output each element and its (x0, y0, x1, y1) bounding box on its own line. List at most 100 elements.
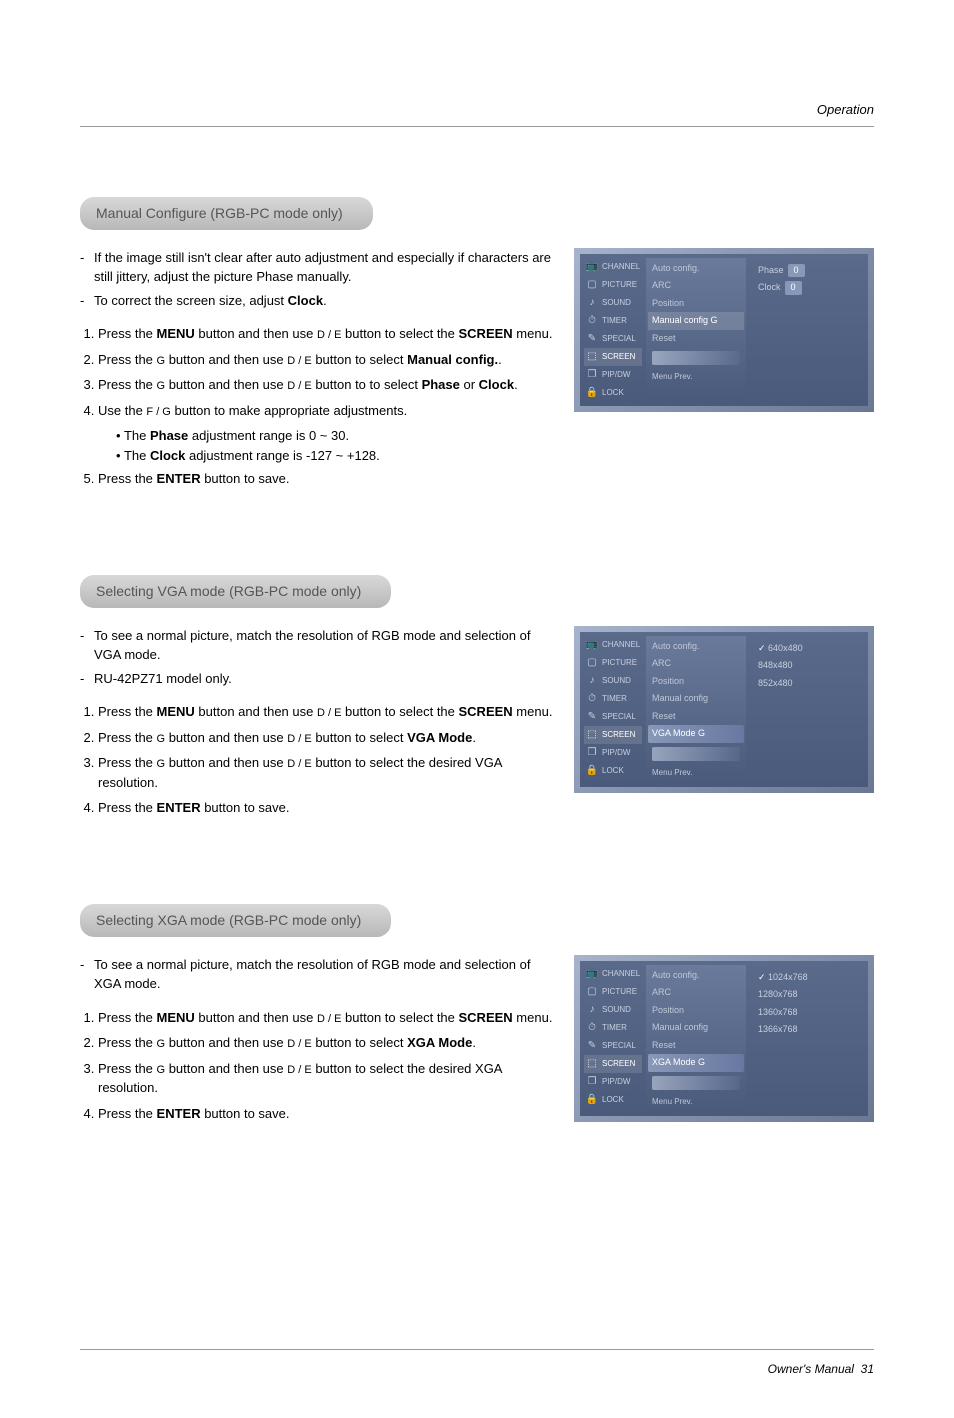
list-item: Press the G button and then use D / E bu… (98, 1033, 556, 1053)
menu-icon: ⬚ (586, 351, 598, 363)
list-item: Press the ENTER button to save. (98, 798, 556, 818)
osd-sidebar-item: ⏱ TIMER (584, 1019, 642, 1037)
osd-option: ARC (648, 984, 744, 1002)
osd-mid: Auto config.ARCPositionManual configRese… (646, 636, 746, 783)
menu-label: PIP/DW (602, 369, 630, 381)
osd-option: XGA Mode G (648, 1054, 744, 1072)
vga-bullets: To see a normal picture, match the resol… (80, 626, 556, 689)
osd-option: Reset (648, 330, 744, 348)
menu-label: TIMER (602, 1022, 627, 1034)
list-item: To see a normal picture, match the resol… (80, 955, 556, 994)
footer-text: Owner's Manual (768, 1362, 854, 1376)
osd-value: Phase0 (754, 262, 860, 280)
menu-icon: ⏱ (586, 1022, 598, 1034)
list-item: Press the MENU button and then use D / E… (98, 702, 556, 722)
osd-option: ARC (648, 277, 744, 295)
menu-label: SCREEN (602, 1058, 635, 1070)
menu-icon: 🔒 (586, 765, 598, 777)
menu-label: CHANNEL (602, 261, 640, 273)
osd-sidebar-item: ⬚SCREEN (584, 1055, 642, 1073)
osd-menu-manual: 📺CHANNEL ▢ PICTURE ♪SOUND⏱TIMER✎SPECIAL⬚SCR… (574, 248, 874, 412)
osd-slider (652, 747, 740, 761)
osd-sidebar-item: ♪SOUND (584, 672, 642, 690)
osd-sidebar-item: ▢ PICTURE (584, 276, 642, 294)
osd-mid: Auto config.ARCPositionManual config GRe… (646, 258, 746, 402)
osd-option: Manual config (648, 1019, 744, 1037)
menu-icon: 📺 (586, 639, 598, 651)
osd-option: Position (648, 295, 744, 313)
menu-label: TIMER (602, 693, 627, 705)
menu-icon: ▢ (586, 657, 598, 669)
menu-label: SPECIAL (602, 333, 636, 345)
menu-label: CHANNEL (602, 968, 640, 980)
osd-option: Auto config. (648, 967, 744, 985)
menu-label: PICTURE (602, 657, 637, 669)
osd-sidebar-item: ♪SOUND (584, 294, 642, 312)
menu-label: PICTURE (602, 986, 637, 998)
osd-option: Auto config. (648, 260, 744, 278)
list-item: Press the G button and then use D / E bu… (98, 728, 556, 748)
menu-icon: ♪ (586, 675, 598, 687)
section-xga: Selecting XGA mode (RGB-PC mode only) To… (80, 904, 874, 1130)
menu-label: PICTURE (602, 279, 637, 291)
menu-label: LOCK (602, 387, 624, 399)
osd-sidebar-item: ⏱TIMER (584, 312, 642, 330)
osd-value: 848x480 (754, 657, 860, 675)
osd-sidebar-item: ✎SPECIAL (584, 330, 642, 348)
osd-sidebar-item: 🔒LOCK (584, 762, 642, 780)
menu-icon: 🔒 (586, 1094, 598, 1106)
list-item: Press the G button and then use D / E bu… (98, 375, 556, 395)
menu-icon: ⏱ (586, 315, 598, 327)
section-manual: Manual Configure (RGB-PC mode only) If t… (80, 197, 874, 495)
osd-sidebar-item: 🔒 LOCK (584, 1091, 642, 1109)
osd-option: Position (648, 1002, 744, 1020)
osd-value: 852x480 (754, 675, 860, 693)
list-item: Press the ENTER button to save. (98, 469, 556, 489)
osd-right: 640x480848x480852x480 (750, 636, 864, 783)
menu-label: SPECIAL (602, 711, 636, 723)
osd-value: 640x480 (754, 640, 860, 658)
osd-sidebar-item: ▢ PICTURE (584, 654, 642, 672)
osd-sidebar-item: ▢PICTURE (584, 983, 642, 1001)
osd-sidebar-item: ⏱TIMER (584, 690, 642, 708)
section-title: Selecting XGA mode (RGB-PC mode only) (80, 904, 391, 937)
osd-right: Phase0Clock0 (750, 258, 864, 402)
xga-steps: Press the MENU button and then use D / E… (80, 1008, 556, 1124)
menu-icon: 📺 (586, 968, 598, 980)
osd-sidebar-item: ⬚SCREEN (584, 348, 642, 366)
osd-option: Reset (648, 1037, 744, 1055)
list-item: To see a normal picture, match the resol… (80, 626, 556, 665)
osd-footer: Menu Prev. (648, 765, 744, 781)
osd-footer: Menu Prev. (648, 1094, 744, 1110)
list-item: Press the G button and then use D / E bu… (98, 753, 556, 792)
menu-icon: ⬚ (586, 729, 598, 741)
osd-sidebar-item: ❐PIP/DW (584, 744, 642, 762)
osd-sidebar-item: 📺CHANNEL (584, 258, 642, 276)
list-item: RU-42PZ71 model only. (80, 669, 556, 689)
osd-mid: Auto config.ARCPositionManual configRese… (646, 965, 746, 1112)
osd-sidebar-item: ♪SOUND (584, 1001, 642, 1019)
osd-menu-xga: 📺 CHANNEL ▢PICTURE♪SOUND ⏱ TIMER ✎SPECIAL⬚SCR… (574, 955, 874, 1122)
osd-right: 1024x7681280x7681360x7681366x768 (750, 965, 864, 1112)
osd-option: ARC (648, 655, 744, 673)
menu-label: SCREEN (602, 729, 635, 741)
osd-menu-vga: 📺CHANNEL▢PICTURE♪SOUND⏱TIMER✎SPECIAL⬚SCR… (574, 626, 874, 793)
osd-sidebar: 📺CHANNEL ▢ PICTURE ♪SOUND⏱TIMER✎SPECIAL⬚SCR… (584, 258, 642, 402)
osd-sidebar-item: 📺 CHANNEL (584, 965, 642, 983)
osd-option: Reset (648, 708, 744, 726)
list-item: Press the G button and then use D / E bu… (98, 1059, 556, 1098)
osd-value: 1360x768 (754, 1004, 860, 1022)
osd-option: Manual config (648, 690, 744, 708)
list-item: If the image still isn't clear after aut… (80, 248, 556, 287)
menu-icon: ❐ (586, 369, 598, 381)
osd-slider (652, 351, 740, 365)
osd-slider (652, 1076, 740, 1090)
osd-sidebar-item: ❐PIP/DW (584, 1073, 642, 1091)
osd-option: Manual config G (648, 312, 744, 330)
menu-icon: ♪ (586, 1004, 598, 1016)
menu-icon: ▢ (586, 279, 598, 291)
manual-bullets: If the image still isn't clear after aut… (80, 248, 556, 311)
sub-item: The Clock adjustment range is -127 ~ +12… (116, 446, 556, 466)
menu-label: LOCK (602, 1094, 624, 1106)
osd-sidebar-item: ✎SPECIAL (584, 1037, 642, 1055)
